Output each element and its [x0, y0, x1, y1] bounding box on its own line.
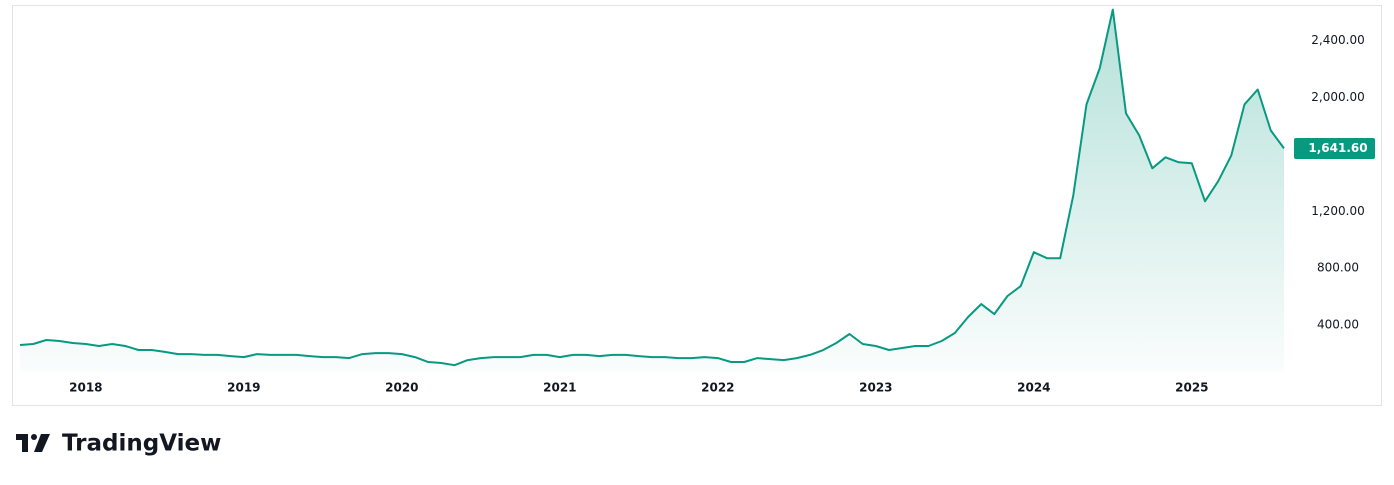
y-tick-label: 800.00 — [1317, 261, 1359, 275]
logo — [16, 434, 50, 452]
x-tick-label: 2021 — [543, 381, 576, 395]
y-tick-label: 400.00 — [1317, 318, 1359, 332]
x-tick-label: 2019 — [227, 381, 260, 395]
y-tick-label: 1,200.00 — [1311, 204, 1364, 218]
brand: TradingView — [62, 431, 221, 457]
x-tick-label: 2020 — [385, 381, 418, 395]
x-tick-label: 2022 — [701, 381, 734, 395]
y-tick-label: 2,400.00 — [1311, 33, 1364, 47]
area-fill — [20, 9, 1284, 372]
x-tick-label: 2023 — [859, 381, 892, 395]
x-tick-label: 2024 — [1017, 381, 1050, 395]
chart-frame — [12, 5, 1382, 406]
x-tick-label: 2025 — [1175, 381, 1208, 395]
x-tick-label: 2018 — [69, 381, 102, 395]
last-price-box — [1294, 137, 1375, 159]
y-tick-label: 2,000.00 — [1311, 90, 1364, 104]
last-price-label: 1,641.60 — [1308, 141, 1367, 155]
price-line — [19, 8, 1285, 367]
